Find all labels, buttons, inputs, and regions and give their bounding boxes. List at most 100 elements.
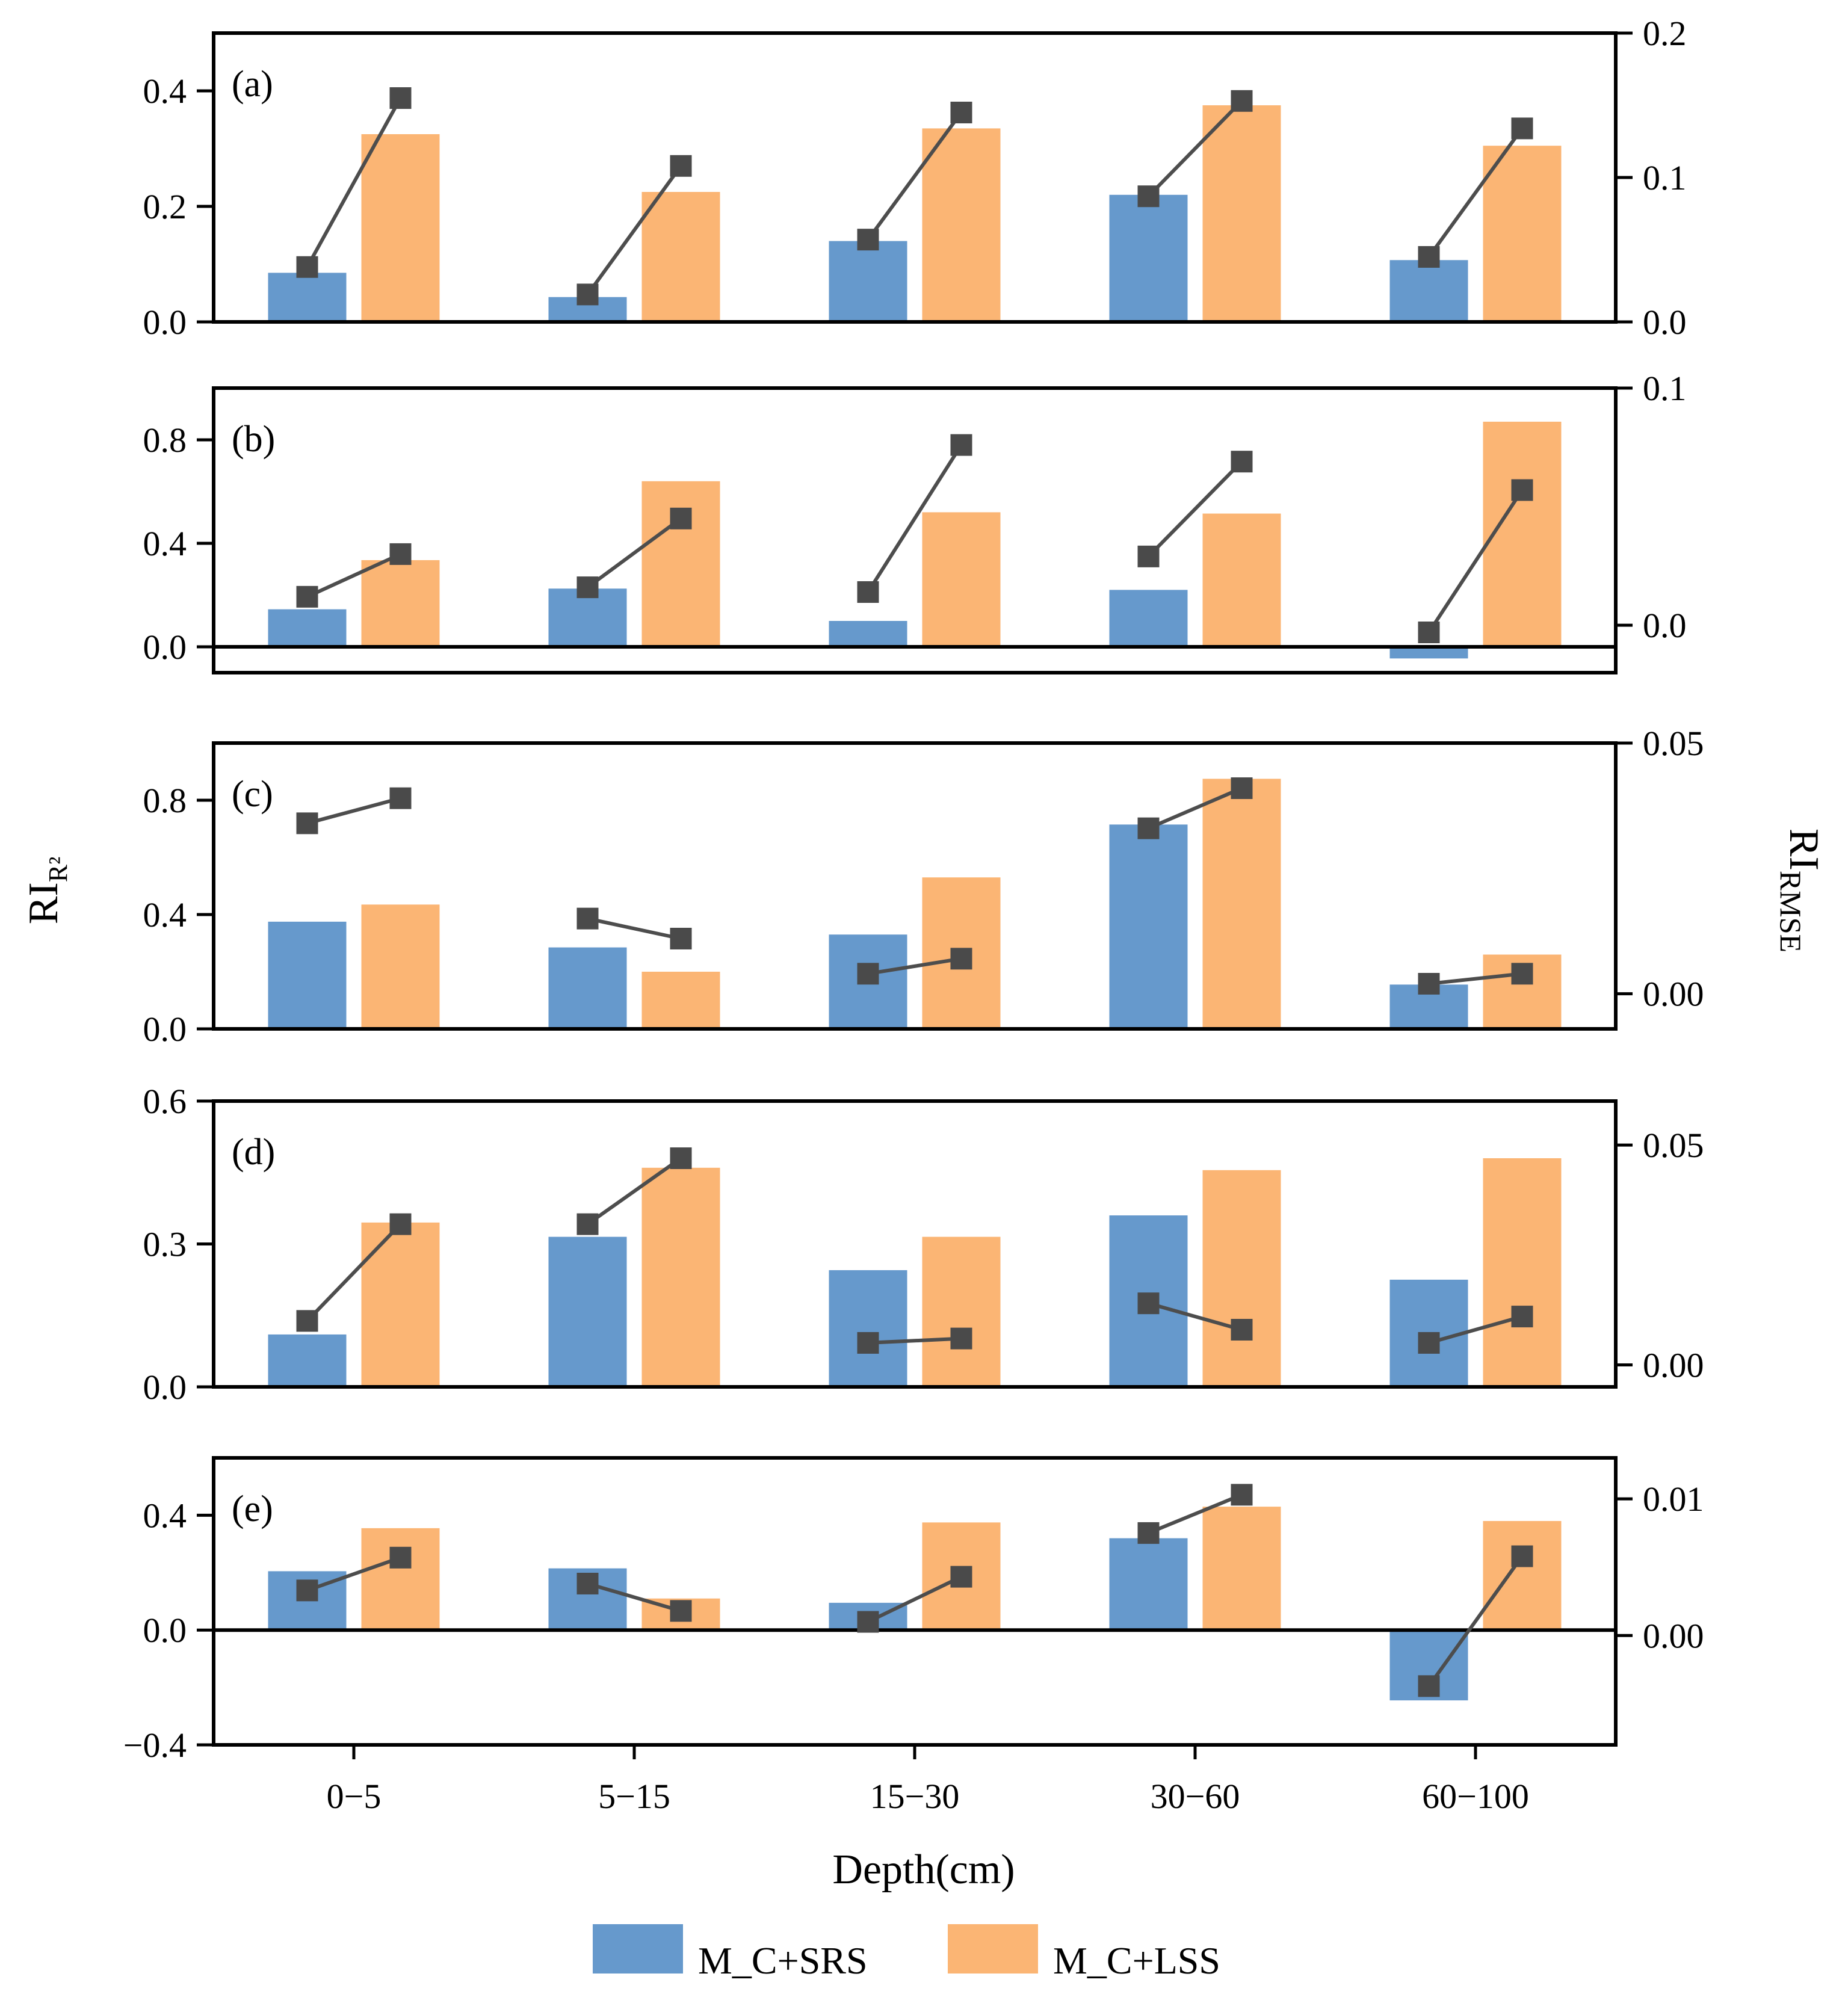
bar-srs-1 (548, 588, 627, 647)
panel-frame (212, 741, 1618, 1031)
x-tick-label: 60−100 (1422, 1777, 1529, 1816)
rmse-line-1 (586, 165, 682, 296)
bar-lss-3 (1202, 779, 1281, 1029)
bar-lss-0 (361, 1222, 440, 1387)
rmse-marker-lss-2 (950, 1327, 972, 1350)
bar-lss-4 (1483, 146, 1562, 322)
rmse-line-1 (587, 916, 682, 940)
rmse-marker-lss-4 (1511, 963, 1533, 985)
panel-label: (b) (232, 419, 275, 460)
bar-lss-3 (1202, 1507, 1281, 1631)
left-tick-label: 0.2 (143, 187, 187, 226)
x-tick-label: 15−30 (870, 1777, 960, 1816)
rmse-marker-lss-1 (670, 1147, 692, 1169)
bar-srs-2 (829, 621, 907, 647)
bar-lss-2 (922, 512, 1001, 647)
bar-lss-3 (1202, 1170, 1281, 1387)
bar-lss-3 (1202, 513, 1281, 647)
rmse-line-2 (867, 1575, 962, 1624)
rmse-marker-srs-4 (1418, 1675, 1440, 1697)
x-tick-label: 30−60 (1151, 1777, 1240, 1816)
bar-lss-0 (361, 134, 440, 322)
bar-lss-1 (641, 1167, 720, 1387)
left-tick-label: −0.4 (123, 1726, 187, 1765)
rmse-marker-srs-4 (1418, 621, 1440, 643)
rmse-marker-lss-3 (1231, 777, 1253, 799)
bar-lss-3 (1202, 105, 1281, 322)
rmse-marker-srs-2 (857, 229, 879, 251)
left-tick-label: 0.3 (143, 1225, 187, 1264)
rmse-marker-srs-3 (1137, 1522, 1160, 1544)
left-tick-label: 0.4 (143, 895, 187, 934)
rmse-line-2 (866, 443, 963, 593)
rmse-line-2 (868, 1336, 962, 1345)
rmse-marker-lss-1 (670, 928, 692, 949)
rmse-line-3 (1148, 1301, 1243, 1332)
legend-label-srs: M_C+SRS (698, 1939, 868, 1982)
rmse-line-0 (306, 552, 401, 599)
rmse-line-3 (1147, 99, 1243, 198)
rmse-marker-lss-3 (1231, 90, 1253, 112)
rmse-line-1 (586, 1156, 682, 1226)
bar-srs-0 (268, 1334, 347, 1387)
rmse-marker-lss-3 (1231, 1319, 1253, 1341)
right-y-axis-title: RIRMSE (1774, 829, 1827, 952)
rmse-line-0 (305, 97, 403, 268)
bar-srs-0 (268, 273, 347, 322)
rmse-line-0 (306, 1555, 401, 1593)
right-tick-label: 0.00 (1643, 1616, 1704, 1655)
rmse-marker-srs-2 (857, 963, 879, 985)
bar-lss-4 (1483, 1158, 1562, 1387)
rmse-marker-srs-1 (576, 283, 599, 306)
rmse-marker-lss-0 (389, 787, 412, 809)
left-tick-label: 0.0 (143, 1010, 187, 1049)
bar-srs-3 (1109, 194, 1188, 322)
bar-lss-4 (1483, 421, 1562, 647)
x-axis-title: Depth(cm) (832, 1847, 1015, 1893)
bar-srs-0 (268, 609, 347, 647)
panel-label: (d) (232, 1132, 275, 1173)
right-tick-label: 0.0 (1643, 606, 1687, 645)
rmse-line-2 (868, 957, 962, 976)
rmse-marker-lss-4 (1511, 479, 1533, 501)
rmse-marker-srs-2 (857, 1611, 879, 1633)
rmse-marker-srs-3 (1137, 1292, 1160, 1315)
bar-srs-2 (829, 241, 907, 322)
rmse-line-0 (306, 796, 401, 826)
legend-label-lss: M_C+LSS (1053, 1939, 1220, 1982)
legend: M_C+SRS M_C+LSS (593, 1924, 1220, 1982)
rmse-line-1 (587, 1582, 682, 1613)
right-tick-label: 0.05 (1643, 1126, 1704, 1165)
rmse-marker-srs-4 (1418, 1332, 1440, 1354)
panel-label: (c) (232, 774, 273, 815)
rmse-line-4 (1427, 127, 1524, 258)
rmse-marker-srs-4 (1418, 246, 1440, 268)
bar-srs-1 (548, 947, 627, 1029)
rmse-line-1 (586, 517, 682, 589)
bar-srs-4 (1389, 260, 1468, 322)
panel-label: (a) (232, 64, 273, 105)
rmse-marker-lss-2 (950, 434, 972, 456)
left-tick-label: 0.4 (143, 72, 187, 111)
rmse-line-4 (1429, 972, 1522, 986)
rmse-line-4 (1427, 489, 1524, 634)
left-y-axis-title-sub: R² (43, 857, 73, 883)
rmse-marker-lss-1 (670, 155, 692, 177)
panel-frame (212, 386, 1618, 674)
x-tick-label: 0−5 (327, 1777, 382, 1816)
bar-lss-1 (641, 192, 720, 322)
rmse-marker-srs-2 (857, 1332, 879, 1354)
rmse-marker-srs-0 (296, 812, 318, 835)
rmse-marker-lss-3 (1231, 451, 1253, 473)
left-tick-label: 0.0 (143, 1368, 187, 1407)
rmse-marker-srs-3 (1137, 185, 1160, 208)
panel-a: 0.0 0.2 0.4 0.0 0.1 0.2 (a) (143, 14, 1687, 342)
rmse-marker-lss-4 (1511, 117, 1533, 140)
rmse-line-0 (306, 1223, 402, 1322)
rmse-marker-lss-0 (389, 87, 412, 109)
left-y-axis-title: RIR² (20, 857, 73, 925)
bar-lss-2 (922, 128, 1001, 322)
left-tick-label: 0.8 (143, 781, 187, 820)
panel-label: (e) (232, 1489, 273, 1529)
rmse-marker-srs-1 (576, 1572, 599, 1594)
